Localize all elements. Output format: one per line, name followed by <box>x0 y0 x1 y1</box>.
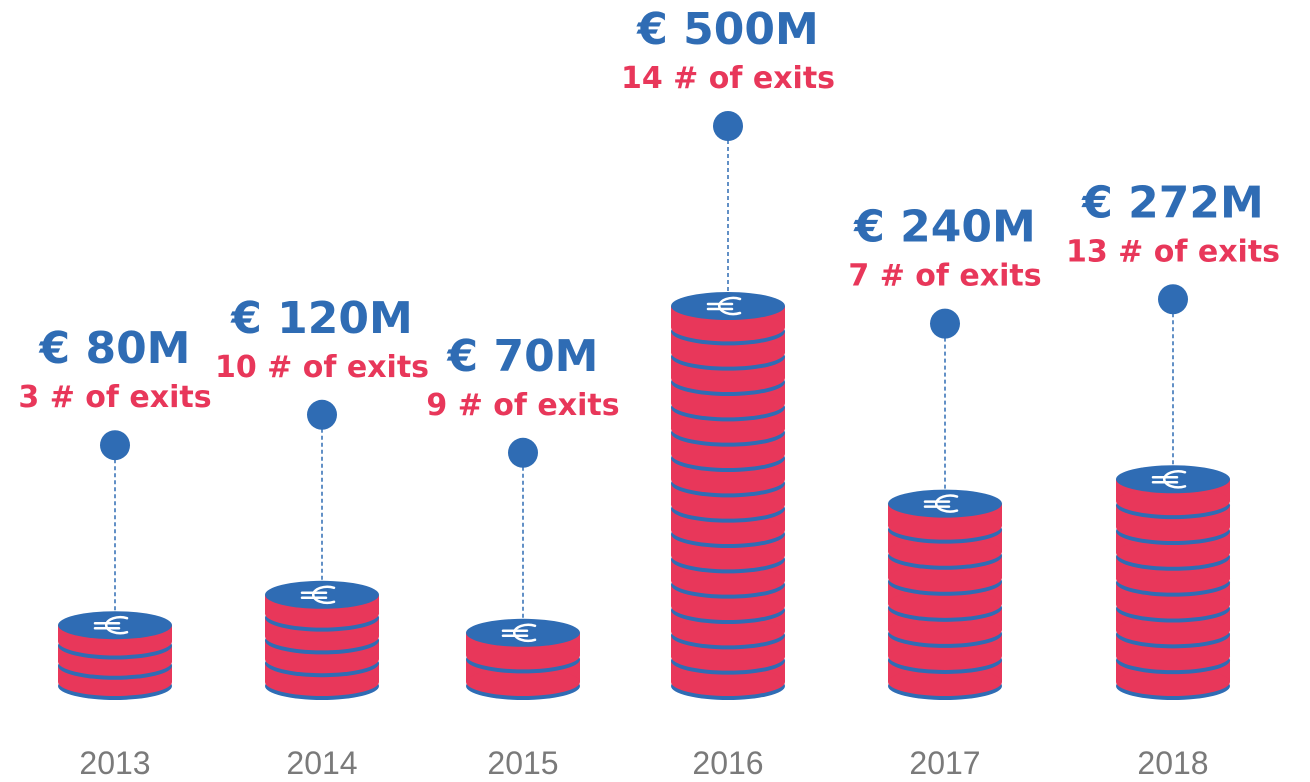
year-label: 2018 <box>1137 745 1208 781</box>
exits-label: 3 # of exits <box>18 380 211 415</box>
coin-side-bottom <box>671 617 785 646</box>
coin-side-bottom <box>671 338 785 367</box>
value-label: € 272M <box>1081 177 1264 228</box>
coin-face <box>1116 465 1230 494</box>
coin-side-bottom <box>671 642 785 671</box>
coin-side-bottom <box>1116 487 1230 516</box>
coin-side-bottom <box>888 641 1002 670</box>
coin-side-bottom <box>671 490 785 519</box>
coin-face <box>888 489 1002 518</box>
marker-dot <box>307 399 337 430</box>
marker-dot <box>930 308 960 339</box>
coin-side-bottom <box>466 668 580 696</box>
coin-side-bottom <box>888 537 1002 566</box>
value-label: € 240M <box>853 202 1036 253</box>
coin-stack <box>265 580 379 700</box>
marker-dot <box>100 430 130 461</box>
year-label: 2013 <box>79 745 150 781</box>
coin-side-bottom <box>671 465 785 494</box>
exits-label: 9 # of exits <box>426 388 619 423</box>
coin-side-bottom <box>888 668 1002 696</box>
coin-side-bottom <box>671 516 785 544</box>
coin-side-bottom <box>888 563 1002 592</box>
coin-side-bottom <box>671 364 785 392</box>
coin-side-bottom <box>1116 538 1230 567</box>
coin-side-bottom <box>671 592 785 620</box>
coin-stack <box>58 611 172 700</box>
year-label: 2015 <box>487 745 558 781</box>
year-label: 2017 <box>909 745 980 781</box>
value-label: € 70M <box>447 331 599 382</box>
coin-stack <box>888 489 1002 700</box>
year-label: 2014 <box>286 745 357 781</box>
coin-side-bottom <box>1116 590 1230 619</box>
marker-dot <box>713 111 743 141</box>
coin-face <box>265 580 379 609</box>
euro-icon <box>93 615 129 635</box>
coin-side-bottom <box>671 440 785 468</box>
year-label: 2016 <box>692 745 763 781</box>
coin-face <box>671 292 785 320</box>
coin-side-bottom <box>1116 564 1230 593</box>
exits-label: 14 # of exits <box>621 61 835 96</box>
coin-stack <box>1116 465 1230 700</box>
exits-label: 13 # of exits <box>1066 234 1280 269</box>
euro-icon <box>1151 470 1187 489</box>
value-label: € 120M <box>230 293 413 344</box>
marker-dot <box>1158 284 1188 315</box>
coin-side-bottom <box>671 566 785 595</box>
coin-side-bottom <box>888 589 1002 618</box>
euro-icon <box>706 296 742 316</box>
coin-side-bottom <box>1116 642 1230 671</box>
euro-icon <box>501 623 537 643</box>
coin-side-bottom <box>671 389 785 418</box>
exits-label: 10 # of exits <box>215 350 429 385</box>
coin-side-bottom <box>466 641 580 670</box>
coin-side-bottom <box>888 511 1002 540</box>
coin-face <box>466 618 580 647</box>
exits-label: 7 # of exits <box>848 259 1041 294</box>
coin-side-bottom <box>1116 668 1230 696</box>
coin-side-bottom <box>671 668 785 696</box>
coin-side-bottom <box>1116 616 1230 645</box>
value-label: € 80M <box>39 323 191 374</box>
coin-face <box>58 611 172 640</box>
coin-side-bottom <box>671 313 785 342</box>
coin-stack <box>466 618 580 700</box>
marker-dot <box>508 437 538 468</box>
euro-icon <box>923 494 959 513</box>
coin-side-bottom <box>888 615 1002 644</box>
coin-side-bottom <box>1116 512 1230 541</box>
coin-stack <box>671 292 785 700</box>
euro-icon <box>300 585 336 605</box>
value-label: € 500M <box>636 4 819 55</box>
coin-side-bottom <box>671 541 785 570</box>
coin-side-bottom <box>671 414 785 443</box>
